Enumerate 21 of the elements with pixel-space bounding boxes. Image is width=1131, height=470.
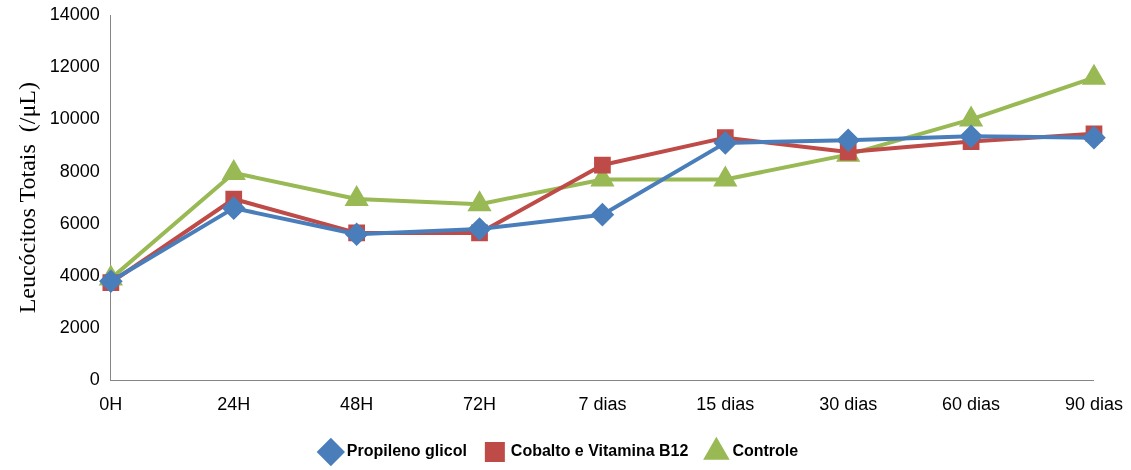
y-tick-label: 6000	[59, 212, 100, 233]
legend-label: Controle	[732, 442, 799, 460]
x-tick-label: 48H	[340, 394, 374, 415]
y-tick-label: 10000	[49, 108, 100, 129]
x-tick-label: 0H	[99, 394, 123, 415]
y-tick-label: 14000	[49, 3, 100, 24]
y-axis-title: Leucócitos Totais (/μL)	[13, 82, 40, 314]
legend-label: Propileno glicol	[346, 442, 467, 460]
y-tick-label: 4000	[59, 264, 100, 285]
x-tick-label: 60 dias	[942, 394, 1001, 415]
y-tick-label: 0	[89, 369, 100, 390]
x-tick-label: 7 dias	[578, 394, 627, 415]
x-tick-label: 72H	[463, 394, 497, 415]
y-tick-label: 12000	[49, 56, 100, 77]
y-tick-label: 2000	[59, 317, 100, 338]
x-tick-label: 15 dias	[696, 394, 755, 415]
x-tick-label: 24H	[217, 394, 251, 415]
y-tick-label: 8000	[59, 160, 100, 181]
x-tick-label: 90 dias	[1064, 394, 1123, 415]
legend-label: Cobalto e Vitamina B12	[510, 442, 689, 460]
x-tick-label: 30 dias	[819, 394, 878, 415]
